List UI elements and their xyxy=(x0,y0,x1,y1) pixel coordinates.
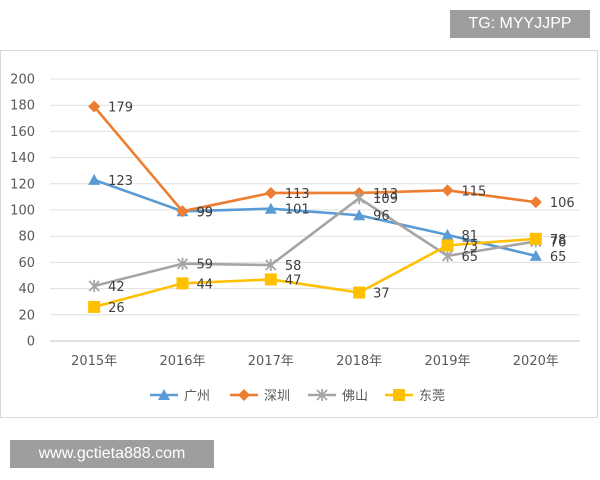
data-label: 106 xyxy=(550,196,575,211)
marker-star xyxy=(88,279,100,292)
legend-item: 广州 xyxy=(150,389,210,404)
series-line-0 xyxy=(92,178,538,258)
marker-diamond xyxy=(529,196,542,209)
data-label: 115 xyxy=(462,184,487,199)
data-label: 37 xyxy=(373,287,390,302)
legend-label: 东莞 xyxy=(419,389,445,404)
series-lines xyxy=(92,105,538,309)
marker-triangle xyxy=(264,202,277,214)
marker-star xyxy=(316,389,328,401)
x-axis-ticks: 2015年 2016年 2017年 2018年 2019年 2020年 xyxy=(71,354,559,369)
x-tick-label: 2016年 xyxy=(159,354,205,369)
series-line-2 xyxy=(92,196,538,288)
x-tick-label: 2019年 xyxy=(424,354,470,369)
data-label: 44 xyxy=(197,277,214,292)
marker-diamond xyxy=(238,389,250,401)
data-label: 81 xyxy=(462,229,479,244)
marker-square xyxy=(176,277,189,290)
marker-star xyxy=(176,257,189,270)
y-tick-label: 140 xyxy=(10,151,35,166)
series-markers xyxy=(88,100,542,313)
y-tick-label: 60 xyxy=(18,256,35,271)
marker-triangle xyxy=(88,173,101,185)
marker-triangle xyxy=(353,209,366,221)
data-label: 78 xyxy=(550,233,567,248)
marker-square xyxy=(88,300,101,313)
marker-triangle xyxy=(441,228,454,240)
y-tick-label: 120 xyxy=(10,177,35,192)
data-label: 42 xyxy=(108,280,125,295)
data-label: 47 xyxy=(285,273,302,288)
legend: 广州 深圳 佛山 东莞 xyxy=(150,389,445,404)
legend-label: 广州 xyxy=(184,389,210,404)
y-tick-label: 20 xyxy=(18,308,35,323)
y-tick-label: 180 xyxy=(10,99,35,114)
data-label: 101 xyxy=(285,203,310,218)
y-tick-label: 0 xyxy=(27,335,35,350)
y-tick-label: 40 xyxy=(18,282,35,297)
marker-triangle xyxy=(158,389,170,400)
marker-square xyxy=(353,286,366,299)
y-axis-ticks: 0 20 40 60 80 100 120 140 160 180 200 xyxy=(10,73,35,350)
marker-diamond xyxy=(441,184,454,197)
x-tick-label: 2018年 xyxy=(336,354,382,369)
legend-item: 东莞 xyxy=(385,389,445,404)
series-line-3 xyxy=(92,237,538,309)
marker-square xyxy=(529,232,542,245)
x-tick-label: 2020年 xyxy=(513,354,559,369)
series-line-1 xyxy=(92,105,538,213)
x-tick-label: 2015年 xyxy=(71,354,117,369)
marker-star xyxy=(265,259,277,272)
legend-label: 佛山 xyxy=(342,389,368,404)
marker-diamond xyxy=(264,186,277,199)
x-tick-label: 2017年 xyxy=(248,354,294,369)
data-label: 58 xyxy=(285,259,302,274)
grid-lines xyxy=(50,78,580,342)
marker-triangle xyxy=(529,249,542,261)
data-label: 179 xyxy=(108,101,133,116)
data-label: 99 xyxy=(197,205,214,220)
data-label: 113 xyxy=(373,187,398,202)
marker-diamond xyxy=(176,205,189,218)
data-label: 73 xyxy=(462,239,479,254)
data-label: 123 xyxy=(108,174,133,189)
marker-diamond xyxy=(88,100,101,113)
legend-item: 深圳 xyxy=(230,389,290,404)
data-label: 59 xyxy=(197,258,214,273)
watermark-tg: TG: MYYJJPP xyxy=(450,10,590,38)
marker-square xyxy=(441,239,454,252)
y-tick-label: 100 xyxy=(10,204,35,219)
data-label: 109 xyxy=(373,192,398,207)
marker-star xyxy=(353,192,365,205)
y-tick-label: 160 xyxy=(10,125,35,140)
legend-item: 佛山 xyxy=(308,389,368,404)
data-label: 65 xyxy=(462,250,479,265)
data-label: 113 xyxy=(285,187,310,202)
data-label: 26 xyxy=(108,301,125,316)
marker-square xyxy=(393,389,405,401)
marker-square xyxy=(264,273,277,286)
watermark-url: www.gctieta888.com xyxy=(10,440,214,468)
y-tick-label: 80 xyxy=(18,230,35,245)
data-label: 76 xyxy=(550,235,567,250)
data-label: 99 xyxy=(197,205,214,220)
y-tick-label: 200 xyxy=(10,73,35,88)
legend-label: 深圳 xyxy=(264,389,290,404)
data-label: 65 xyxy=(550,250,567,265)
marker-star xyxy=(441,249,454,262)
data-label: 96 xyxy=(373,209,390,224)
